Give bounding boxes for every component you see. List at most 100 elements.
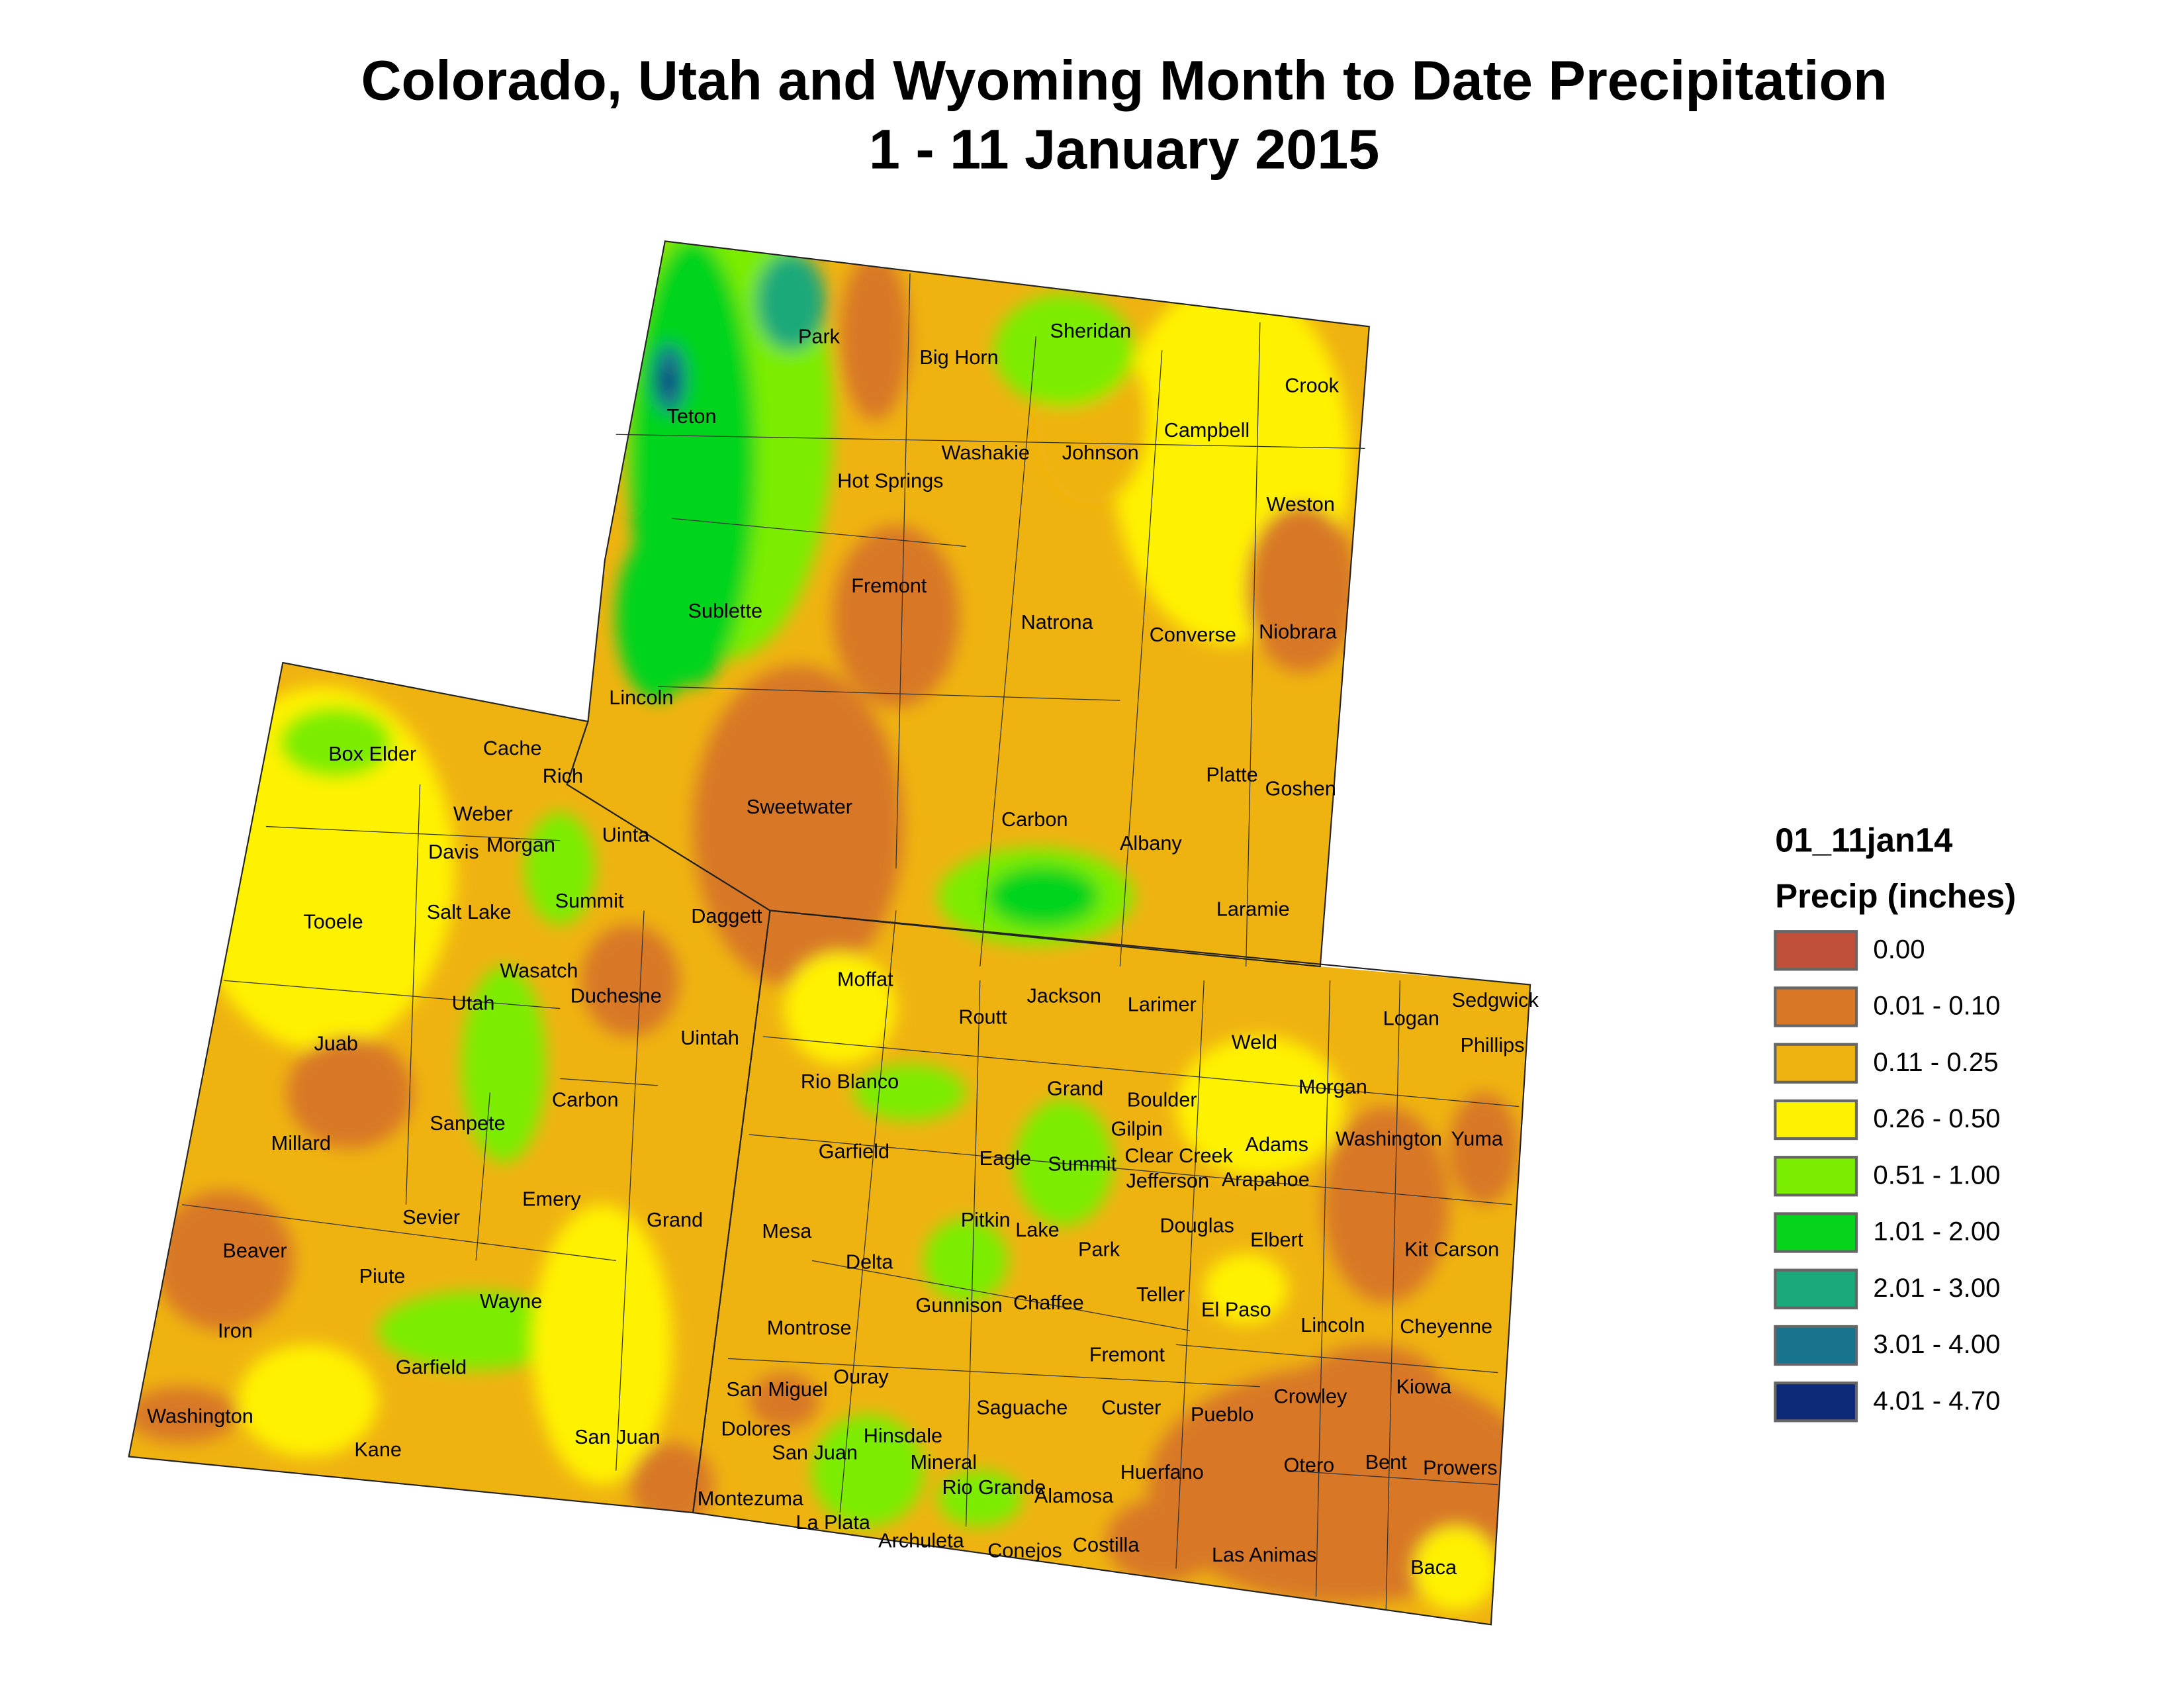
- county-label-utah-kane: Kane: [354, 1438, 402, 1461]
- precip-zone: [938, 1470, 1023, 1527]
- county-label-colorado-las-animas: Las Animas: [1212, 1544, 1316, 1566]
- legend-label: 0.51 - 1.00: [1873, 1160, 2000, 1190]
- county-label-utah-wayne: Wayne: [480, 1290, 542, 1313]
- county-boundary: [1385, 980, 1401, 1611]
- county-label-wyoming-laramie: Laramie: [1216, 898, 1290, 921]
- county-label-wyoming-sweetwater: Sweetwater: [747, 796, 852, 818]
- county-boundary: [658, 686, 1120, 701]
- county-label-colorado-montezuma: Montezuma: [698, 1487, 804, 1510]
- county-label-wyoming-albany: Albany: [1120, 832, 1182, 855]
- county-label-wyoming-lincoln: Lincoln: [609, 686, 673, 709]
- precip-zone: [1106, 1498, 1218, 1583]
- county-label-utah-grand: Grand: [647, 1209, 703, 1231]
- county-label-utah-juab: Juab: [314, 1033, 357, 1055]
- county-label-utah-millard: Millard: [271, 1132, 331, 1154]
- county-label-colorado-boulder: Boulder: [1127, 1088, 1197, 1111]
- county-boundary: [727, 1358, 1260, 1387]
- county-label-colorado-morgan: Morgan: [1298, 1076, 1367, 1098]
- legend-swatch: [1774, 1268, 1858, 1309]
- county-label-colorado-chaffee: Chaffee: [1013, 1291, 1084, 1314]
- county-label-wyoming-campbell: Campbell: [1164, 419, 1250, 442]
- county-label-colorado-park: Park: [1078, 1239, 1120, 1261]
- county-label-wyoming-weston: Weston: [1267, 493, 1335, 516]
- colorado-outline: [692, 910, 1531, 1626]
- county-label-colorado-arapahoe: Arapahoe: [1222, 1168, 1310, 1191]
- legend-label: 0.11 - 0.25: [1873, 1047, 1998, 1077]
- precip-zone: [811, 1415, 925, 1527]
- county-boundary: [839, 910, 897, 1513]
- county-label-colorado-la-plata: La Plata: [796, 1511, 870, 1534]
- county-label-colorado-mesa: Mesa: [762, 1220, 812, 1243]
- county-label-utah-tooele: Tooele: [303, 911, 363, 933]
- county-label-colorado-costilla: Costilla: [1073, 1534, 1140, 1556]
- county-label-colorado-fremont: Fremont: [1089, 1343, 1165, 1366]
- county-label-colorado-pitkin: Pitkin: [961, 1209, 1011, 1231]
- county-label-colorado-gilpin: Gilpin: [1111, 1118, 1162, 1141]
- county-label-colorado-kit-carson: Kit Carson: [1404, 1239, 1499, 1261]
- county-label-wyoming-crook: Crook: [1285, 374, 1339, 397]
- county-boundary: [224, 980, 561, 1009]
- county-boundary: [1175, 1344, 1498, 1374]
- precip-zone: [1323, 1106, 1449, 1303]
- county-label-utah-cache: Cache: [483, 737, 542, 759]
- county-boundary: [265, 825, 561, 841]
- legend-swatch: [1774, 1099, 1858, 1141]
- precip-zone: [1246, 504, 1358, 673]
- precip-zone: [531, 1204, 672, 1485]
- legend-swatch: [1774, 1382, 1858, 1423]
- legend-label: 0.26 - 0.50: [1873, 1103, 2000, 1133]
- county-boundary: [811, 1260, 1191, 1331]
- county-label-utah-box-elder: Box Elder: [328, 743, 416, 765]
- county-label-colorado-san-miguel: San Miguel: [726, 1378, 827, 1401]
- legend-label: 0.00: [1873, 934, 1925, 964]
- precip-zone: [993, 294, 1134, 406]
- county-boundary: [1315, 980, 1331, 1597]
- county-label-colorado-san-juan: San Juan: [772, 1441, 858, 1464]
- county-label-utah-wasatch: Wasatch: [500, 960, 578, 982]
- county-label-utah-piute: Piute: [359, 1265, 406, 1288]
- county-label-utah-weber: Weber: [453, 803, 513, 825]
- precip-zone: [693, 665, 903, 988]
- legend-swatch: [1774, 1212, 1858, 1253]
- county-label-utah-salt-lake: Salt Lake: [427, 901, 512, 923]
- county-label-colorado-elbert: Elbert: [1250, 1229, 1304, 1251]
- legend-swatch: [1774, 1043, 1858, 1084]
- county-label-colorado-crowley: Crowley: [1274, 1385, 1347, 1408]
- county-label-colorado-jefferson: Jefferson: [1126, 1170, 1209, 1192]
- county-label-colorado-bent: Bent: [1365, 1451, 1408, 1474]
- county-label-colorado-montrose: Montrose: [767, 1317, 852, 1339]
- precip-zone: [280, 707, 392, 778]
- county-boundary: [181, 1204, 616, 1261]
- legend-label: 4.01 - 4.70: [1873, 1385, 2000, 1415]
- county-label-wyoming-johnson: Johnson: [1062, 442, 1139, 464]
- county-label-colorado-el-paso: El Paso: [1201, 1299, 1271, 1321]
- county-label-colorado-sedgwick: Sedgwick: [1452, 989, 1539, 1011]
- precip-zone: [525, 812, 596, 925]
- county-label-colorado-washington: Washington: [1336, 1128, 1442, 1150]
- precip-zone: [1302, 1344, 1442, 1429]
- county-boundary: [965, 980, 981, 1527]
- precip-zone: [1449, 1092, 1520, 1205]
- county-label-colorado-dolores: Dolores: [721, 1417, 791, 1440]
- county-boundary: [672, 518, 966, 547]
- county-label-utah-rich: Rich: [543, 765, 583, 788]
- county-boundary: [979, 336, 1037, 967]
- county-label-colorado-rio-blanco: Rio Blanco: [801, 1070, 899, 1093]
- county-label-wyoming-natrona: Natrona: [1021, 611, 1094, 633]
- precip-zone: [580, 924, 679, 1037]
- county-label-colorado-conejos: Conejos: [987, 1539, 1062, 1562]
- county-label-utah-sanpete: Sanpete: [430, 1112, 505, 1135]
- county-label-colorado-routt: Routt: [958, 1006, 1007, 1028]
- county-label-wyoming-sheridan: Sheridan: [1050, 320, 1132, 342]
- county-label-wyoming-niobrara: Niobrara: [1259, 621, 1338, 643]
- county-label-wyoming-fremont: Fremont: [851, 575, 927, 597]
- county-boundary: [405, 784, 421, 1205]
- county-boundary: [762, 1036, 1520, 1107]
- legend-title: 01_11jan14: [1775, 821, 1952, 859]
- precip-zone: [287, 1036, 414, 1149]
- county-labels: Park Big Horn Sheridan Crook Teton Washakie Jo…: [147, 320, 1539, 1579]
- county-label-colorado-teller: Teller: [1136, 1283, 1185, 1305]
- precip-zone: [749, 1372, 819, 1429]
- county-label-colorado-weld: Weld: [1232, 1031, 1277, 1054]
